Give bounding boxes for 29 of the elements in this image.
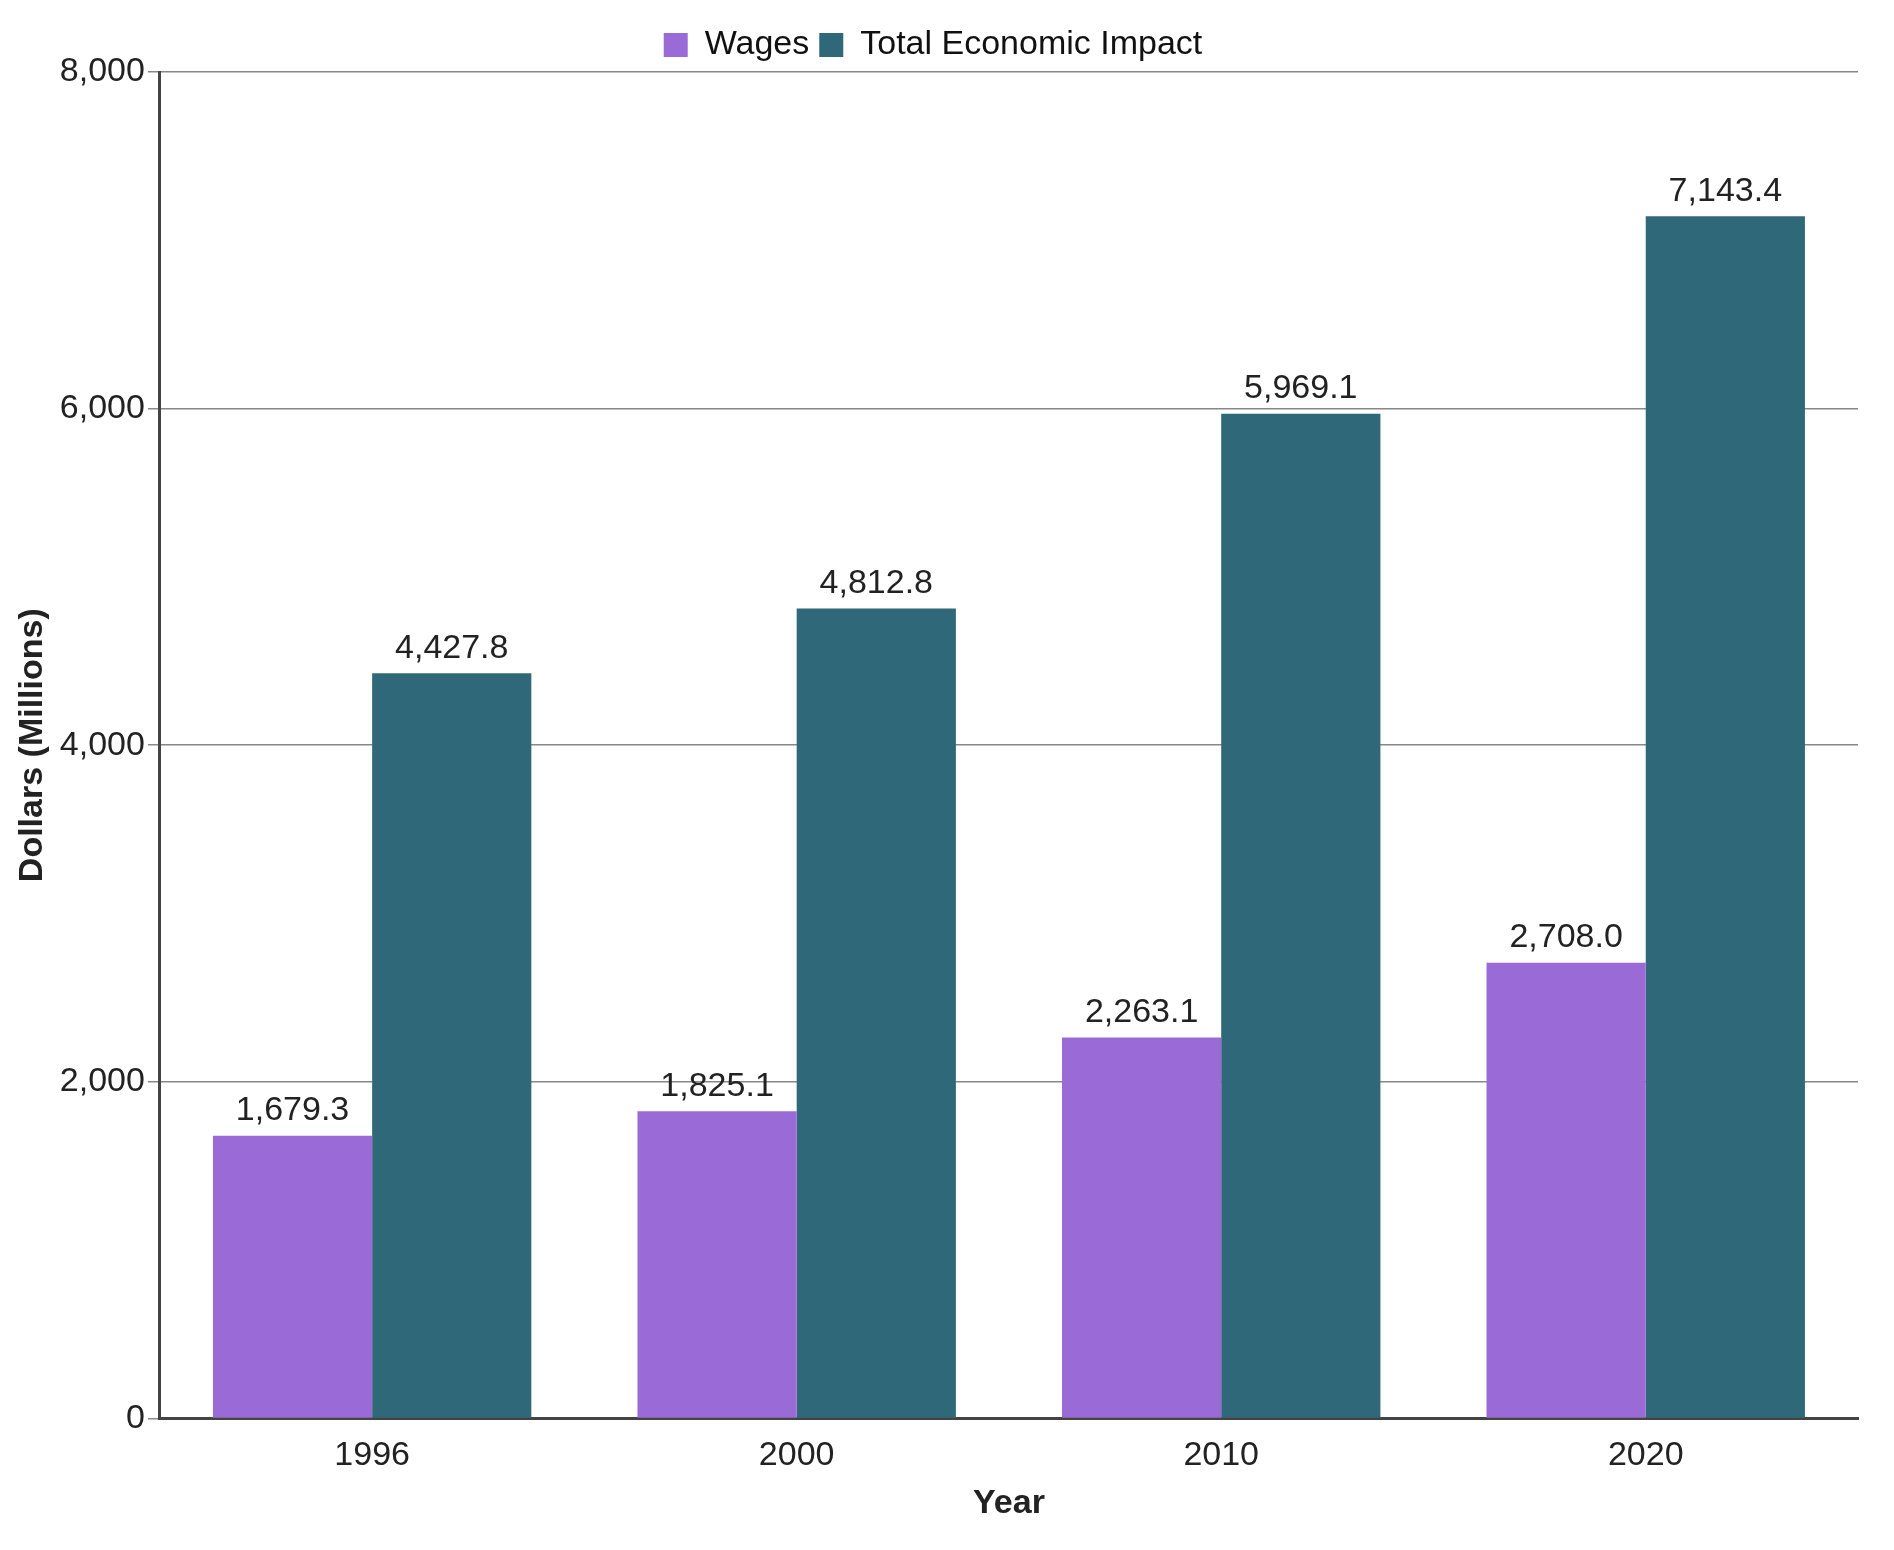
y-tick-label: 6,000 xyxy=(59,386,145,425)
bar xyxy=(1486,962,1646,1418)
legend-label: Wages xyxy=(704,23,810,62)
y-axis-title: Dollars (Millions) xyxy=(10,608,49,883)
legend-label: Total Economic Impact xyxy=(860,23,1203,62)
data-label: 4,812.8 xyxy=(819,561,933,600)
data-label: 2,708.0 xyxy=(1509,916,1623,955)
bar xyxy=(1221,413,1381,1418)
data-label: 1,825.1 xyxy=(660,1064,774,1103)
x-tick-label: 2010 xyxy=(1183,1434,1260,1473)
x-tick-label: 2020 xyxy=(1607,1434,1684,1473)
bar xyxy=(372,673,532,1418)
bar xyxy=(796,608,956,1418)
data-label: 2,263.1 xyxy=(1084,990,1199,1029)
x-axis-title: Year xyxy=(973,1481,1045,1520)
bar xyxy=(637,1111,797,1418)
y-tick-label: 2,000 xyxy=(59,1060,145,1099)
y-tick-label: 4,000 xyxy=(59,723,145,762)
x-tick-label: 2000 xyxy=(758,1434,835,1473)
bar xyxy=(1645,216,1805,1418)
y-tick-label: 8,000 xyxy=(59,50,145,89)
bar xyxy=(1062,1037,1222,1418)
bar xyxy=(212,1135,373,1418)
data-label: 4,427.8 xyxy=(395,626,509,665)
x-tick-label: 1996 xyxy=(334,1434,410,1473)
y-tick-label: 0 xyxy=(125,1396,145,1435)
data-label: 5,969.1 xyxy=(1244,367,1358,406)
data-label: 7,143.4 xyxy=(1668,169,1783,208)
data-label: 1,679.3 xyxy=(235,1089,350,1128)
